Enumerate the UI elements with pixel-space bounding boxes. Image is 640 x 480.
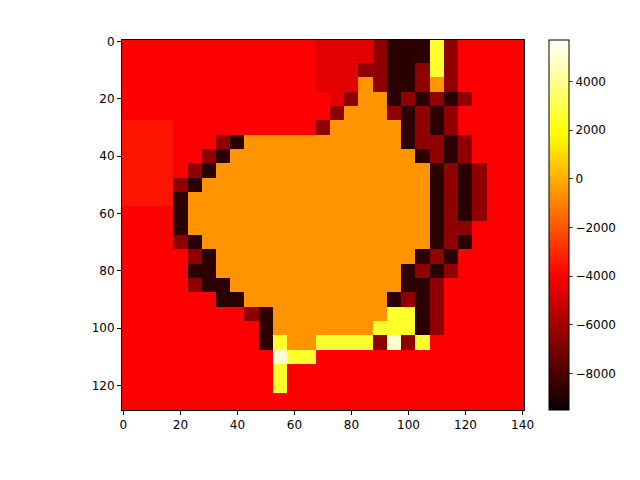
svg-text:60: 60 <box>99 207 114 221</box>
svg-text:40: 40 <box>230 418 245 432</box>
svg-text:−2000: −2000 <box>575 221 616 235</box>
svg-text:80: 80 <box>344 418 359 432</box>
svg-text:40: 40 <box>99 149 114 163</box>
svg-text:100: 100 <box>92 321 115 335</box>
svg-text:120: 120 <box>92 379 115 393</box>
svg-text:0: 0 <box>107 35 115 49</box>
svg-text:4000: 4000 <box>575 75 606 89</box>
svg-text:−6000: −6000 <box>575 318 616 332</box>
svg-text:120: 120 <box>454 418 477 432</box>
svg-text:100: 100 <box>397 418 420 432</box>
svg-text:−4000: −4000 <box>575 269 616 283</box>
svg-text:80: 80 <box>99 264 114 278</box>
svg-text:−8000: −8000 <box>575 367 616 381</box>
svg-text:60: 60 <box>287 418 302 432</box>
svg-text:0: 0 <box>120 418 128 432</box>
svg-text:0: 0 <box>575 172 583 186</box>
svg-text:2000: 2000 <box>575 123 606 137</box>
svg-text:20: 20 <box>99 92 114 106</box>
svg-text:140: 140 <box>511 418 534 432</box>
svg-text:20: 20 <box>173 418 188 432</box>
